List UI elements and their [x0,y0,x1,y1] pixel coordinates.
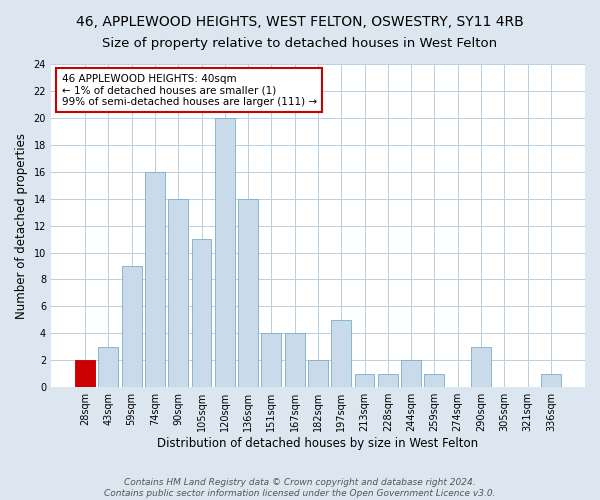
Bar [401,360,421,387]
Bar [215,118,235,387]
Bar [169,198,188,387]
Text: 46, APPLEWOOD HEIGHTS, WEST FELTON, OSWESTRY, SY11 4RB: 46, APPLEWOOD HEIGHTS, WEST FELTON, OSWE… [76,15,524,29]
Bar [285,334,305,387]
Text: Contains HM Land Registry data © Crown copyright and database right 2024.
Contai: Contains HM Land Registry data © Crown c… [104,478,496,498]
Bar [75,360,95,387]
Bar [122,266,142,387]
Bar [191,239,211,387]
Bar [471,347,491,387]
Y-axis label: Number of detached properties: Number of detached properties [15,132,28,318]
Bar [145,172,165,387]
Bar [308,360,328,387]
Bar [355,374,374,387]
Bar [262,334,281,387]
X-axis label: Distribution of detached houses by size in West Felton: Distribution of detached houses by size … [157,437,479,450]
Bar [378,374,398,387]
Bar [424,374,444,387]
Text: 46 APPLEWOOD HEIGHTS: 40sqm
← 1% of detached houses are smaller (1)
99% of semi-: 46 APPLEWOOD HEIGHTS: 40sqm ← 1% of deta… [62,74,317,107]
Bar [98,347,118,387]
Bar [75,360,95,387]
Bar [238,198,258,387]
Text: Size of property relative to detached houses in West Felton: Size of property relative to detached ho… [103,38,497,51]
Bar [331,320,351,387]
Bar [541,374,561,387]
